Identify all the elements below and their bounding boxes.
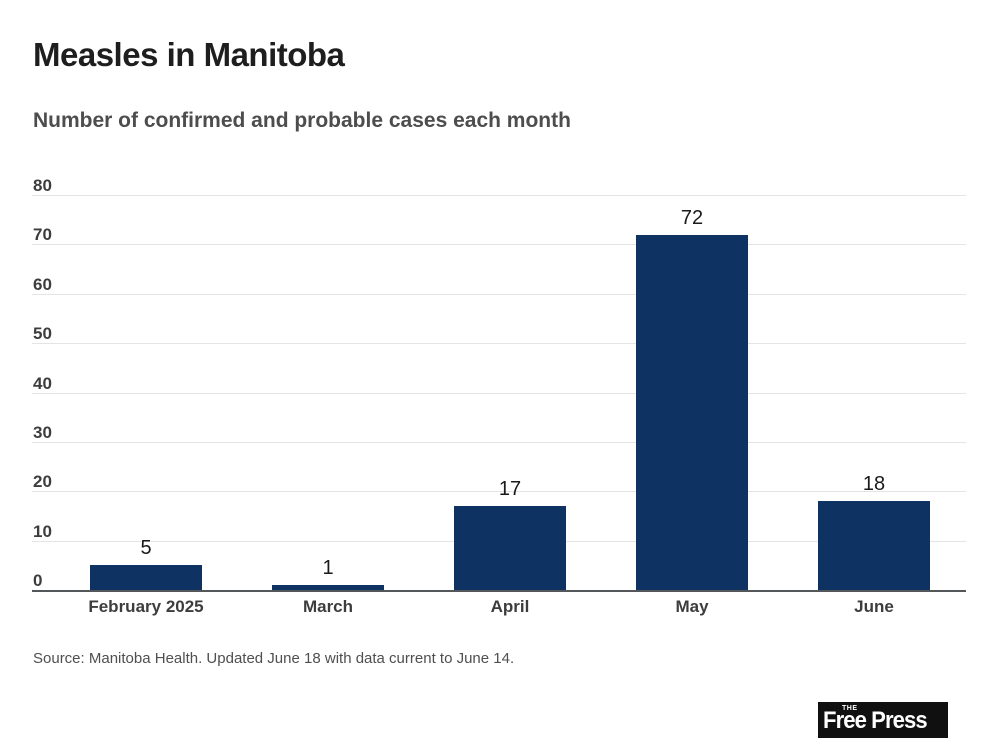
free-press-logo: THE Free Press: [818, 702, 948, 738]
bar-april: [454, 506, 566, 590]
gridline-y-50: [32, 343, 966, 344]
x-category-label: March: [302, 597, 354, 616]
y-tick-label-40: 40: [33, 374, 52, 393]
bar-june: [818, 501, 930, 590]
x-category-label: April: [490, 597, 530, 616]
source-note: Source: Manitoba Health. Updated June 18…: [33, 650, 515, 667]
bar-march: [272, 585, 384, 590]
bar-value-label: 17: [498, 478, 522, 500]
bar-may: [636, 235, 748, 591]
y-tick-label-20: 20: [33, 472, 52, 491]
gridline-y-20: [32, 491, 966, 492]
y-tick-label-0: 0: [33, 571, 43, 590]
bar-value-label: 5: [140, 537, 152, 559]
x-category-label: May: [675, 597, 709, 616]
x-axis-line: [32, 590, 966, 592]
y-tick-label-10: 10: [33, 522, 52, 541]
logo-name-text: Free Press: [823, 707, 928, 734]
gridline-y-30: [32, 442, 966, 443]
bar-value-label: 18: [862, 473, 886, 495]
bar-february-2025: [90, 565, 202, 590]
chart-subtitle: Number of confirmed and probable cases e…: [33, 109, 571, 132]
bar-value-label: 1: [322, 557, 334, 579]
y-tick-label-30: 30: [33, 423, 52, 442]
logo-the-text: THE: [842, 705, 858, 712]
x-category-label: June: [854, 597, 894, 616]
y-tick-label-70: 70: [33, 225, 52, 244]
x-category-label: February 2025: [88, 597, 204, 616]
gridline-y-40: [32, 393, 966, 394]
gridline-y-70: [32, 244, 966, 245]
gridline-y-60: [32, 294, 966, 295]
chart-title: Measles in Manitoba: [33, 36, 345, 73]
bar-value-label: 72: [680, 207, 704, 229]
y-tick-label-80: 80: [33, 176, 52, 195]
gridline-y-80: [32, 195, 966, 196]
y-tick-label-60: 60: [33, 275, 52, 294]
y-tick-label-50: 50: [33, 324, 52, 343]
